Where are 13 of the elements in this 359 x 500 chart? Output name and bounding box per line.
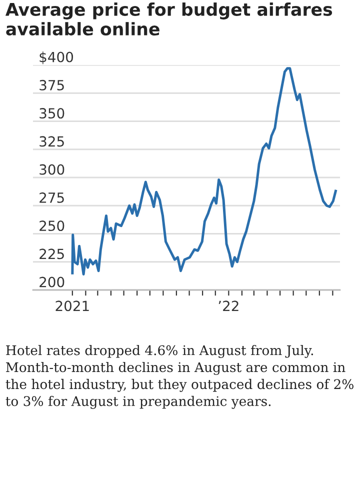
y-tick-label: 300 (40, 164, 64, 175)
y-tick-label: 225 (40, 248, 64, 260)
y-tick-label: 250 (40, 220, 64, 232)
text: Hotel rates dropped 4.6% in August from July. Month-to-month declines in August are common in the hotel industry, but they outpaced declines of 2% to 3% for August in prepandemic years. (6, 345, 354, 409)
y-tick-label: $400 (40, 52, 74, 64)
y-tick-label: 350 (40, 108, 64, 119)
y-tick-label: 375 (40, 80, 64, 90)
x-tick-label: 2021 (56, 300, 89, 312)
chart-title: Average price for budget airfares available online (5, 2, 332, 36)
y-tick-label: 325 (40, 136, 64, 147)
y-tick-label: 275 (40, 192, 64, 203)
y-tick-label: 200 (40, 276, 64, 288)
x-tick-label: ’22 (218, 300, 238, 311)
